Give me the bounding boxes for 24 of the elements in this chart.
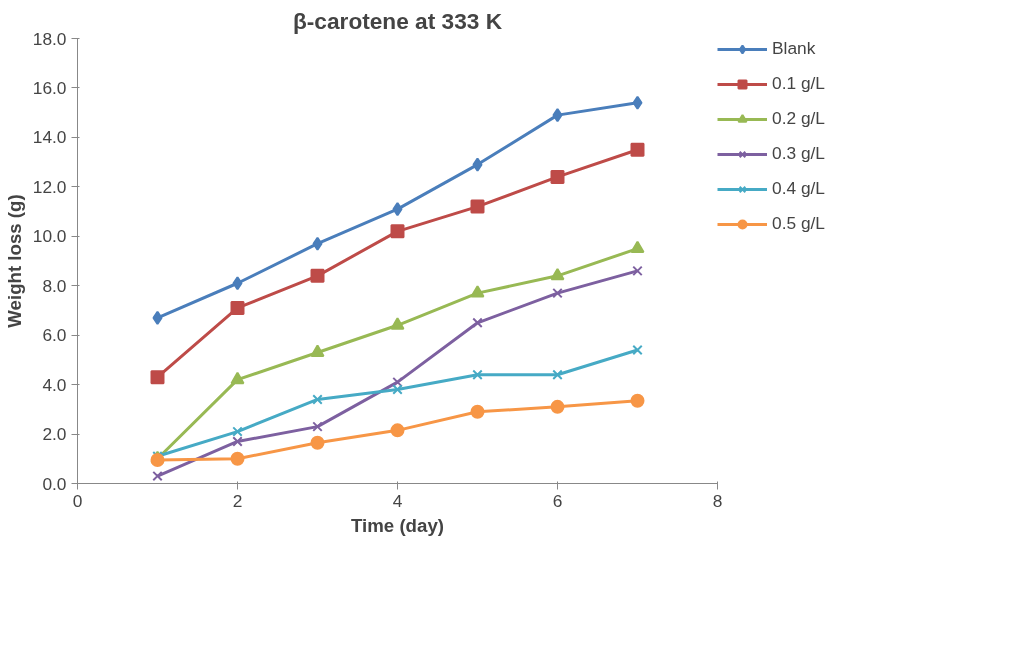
y-tick-label: 0.0 [42,473,67,494]
legend-label: 0.2 g/L [772,108,826,129]
y-tick-label: 14.0 [32,127,67,148]
y-tick-label: 8.0 [42,275,67,296]
legend-label: Blank [772,38,817,59]
y-tick-label: 12.0 [32,176,67,197]
x-tick-label: 0 [72,490,83,511]
x-axis-title: Time (day) [351,514,444,536]
chart-title: β-carotene at 333 K [293,7,503,34]
y-axis-title: Weight loss (g) [3,194,25,328]
x-tick-label: 4 [392,490,403,511]
x-tick-label: 2 [232,490,243,511]
y-tick-label: 18.0 [32,28,67,49]
legend-label: 0.3 g/L [772,143,826,164]
legend-label: 0.5 g/L [772,213,826,234]
y-tick-label: 10.0 [32,226,67,247]
y-tick-label: 6.0 [42,325,67,346]
y-tick-label: 16.0 [32,77,67,98]
x-tick-label: 6 [552,490,563,511]
legend-label: 0.1 g/L [772,73,826,94]
legend-label: 0.4 g/L [772,178,826,199]
x-tick-label: 8 [712,490,723,511]
y-tick-label: 4.0 [42,374,67,395]
y-tick-label: 2.0 [42,424,67,445]
